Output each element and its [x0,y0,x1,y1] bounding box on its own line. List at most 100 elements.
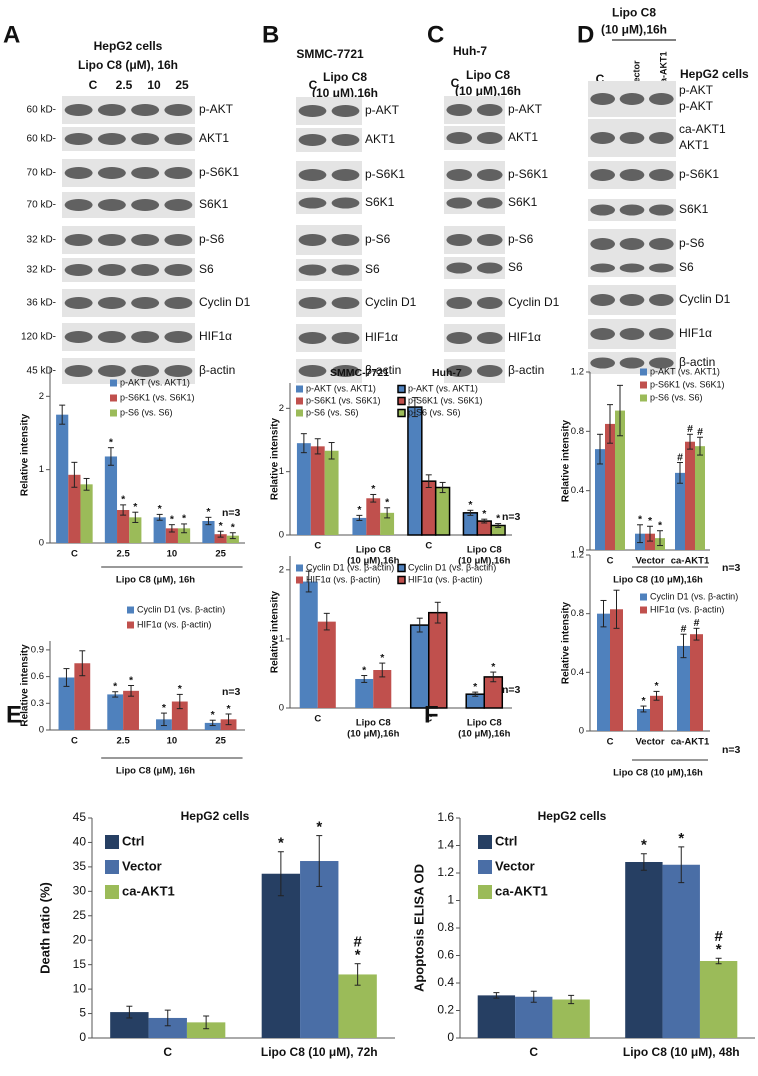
significance: * [491,661,496,673]
bar [80,484,93,543]
bar [690,634,703,731]
blot-header: HepG2 cells [94,39,163,53]
blot-band [331,264,360,276]
significance: # [714,928,723,945]
y-tick-label: 1.2 [571,367,584,378]
error-bar [607,404,613,444]
blot-label: p-AKT [679,83,714,97]
blot-band [590,328,615,340]
legend-swatch [105,885,119,899]
blot-band [649,294,674,306]
legend-swatch [397,575,406,585]
blot-band [97,331,126,343]
y-tick-label: 0.6 [437,948,454,962]
blot-label: Cyclin D1 [365,295,417,309]
panel-letter: D [577,21,594,48]
chart-title: HepG2 cells [538,809,607,823]
y-tick-label: 1.2 [571,550,584,561]
legend-label: ca-AKT1 [495,883,548,898]
error-bar [467,509,474,516]
kd-label: 32 kD- [27,265,56,276]
blot-band [97,297,126,309]
blot-label: S6 [365,262,380,276]
error-bar [323,612,330,631]
y-axis-label: Relative intensity [20,413,31,496]
blot-band [590,132,615,144]
y-tick-label: 1 [279,466,284,477]
y-tick-label: 0 [447,1030,454,1044]
blot-band [649,263,674,273]
legend-swatch [397,396,406,406]
error-bar [379,662,386,678]
blot-band [64,234,93,246]
blot-label: S6 [679,260,694,274]
legend-label: p-S6 (vs. S6) [306,407,359,417]
legend-label: p-S6K1 (vs. S6K1) [650,379,725,389]
annotation: n=3 [722,744,741,756]
error-bar [176,693,183,710]
annotation: n=3 [722,562,741,574]
significance: * [496,512,501,524]
blot-label: p-AKT [679,99,714,113]
column-label: C [596,72,605,86]
blot-band [476,297,503,309]
blot-band [446,297,473,309]
legend-label: p-AKT (vs. AKT1) [650,366,720,376]
blot-band [298,365,327,377]
side-note: HepG2 cells [680,67,749,81]
bar [625,862,663,1038]
blot-band [476,197,503,209]
error-bar [112,691,119,698]
blot-band [590,263,615,273]
legend-swatch [478,835,492,849]
bar [637,709,650,731]
significance: * [162,702,167,714]
error-bar [370,493,377,503]
legend-swatch [296,576,303,584]
y-axis-label: Apoptosis ELISA OD [411,864,426,992]
blot-band [649,93,674,105]
blot-band [649,328,674,340]
y-tick-label: 0.6 [31,671,44,682]
blot-header: Lipo C8 (10 μM),16h [601,6,667,37]
legend-swatch [397,384,406,394]
legend-label: Ctrl [495,833,517,848]
y-tick-label: 20 [73,932,87,946]
error-bar [181,523,188,534]
blot-band [476,234,503,246]
y-tick-label: 30 [73,884,87,898]
y-tick-label: 25 [73,908,87,922]
y-tick-label: 35 [73,859,87,873]
blot-band [64,297,93,309]
significance: # [677,451,683,463]
y-tick-label: 0 [279,530,284,541]
blot-label: p-S6K1 [508,167,548,181]
bar [177,528,191,543]
blot-band [446,365,473,377]
legend-swatch [397,563,406,573]
blot-label: S6K1 [508,195,538,209]
bar [299,581,318,708]
bar [677,645,690,731]
legend-label: HIF1α (vs. β-actin) [650,604,724,614]
blot-band [97,199,126,211]
legend-swatch [640,368,647,376]
blot-label: Cyclin D1 [199,295,251,309]
bar [153,517,166,543]
y-axis-label: Relative intensity [270,590,281,673]
x-tick-label: Lipo C8 (10 μM), 72h [261,1045,378,1059]
legend-label: p-S6 (vs. S6) [120,407,173,417]
error-bar [156,513,163,521]
bar [56,414,69,543]
error-bar [416,617,423,633]
x-tick-label: Lipo C8 (10 μM), 48h [623,1045,740,1059]
blot-band [164,264,193,276]
legend-swatch [478,860,492,874]
y-tick-label: 1 [279,633,284,644]
x-tick-label: 10 [167,549,178,560]
legend-label: p-S6 (vs. S6) [408,407,461,417]
error-bar [229,532,236,540]
blot-band [298,332,327,344]
blot-band [97,264,126,276]
bar [107,694,124,730]
